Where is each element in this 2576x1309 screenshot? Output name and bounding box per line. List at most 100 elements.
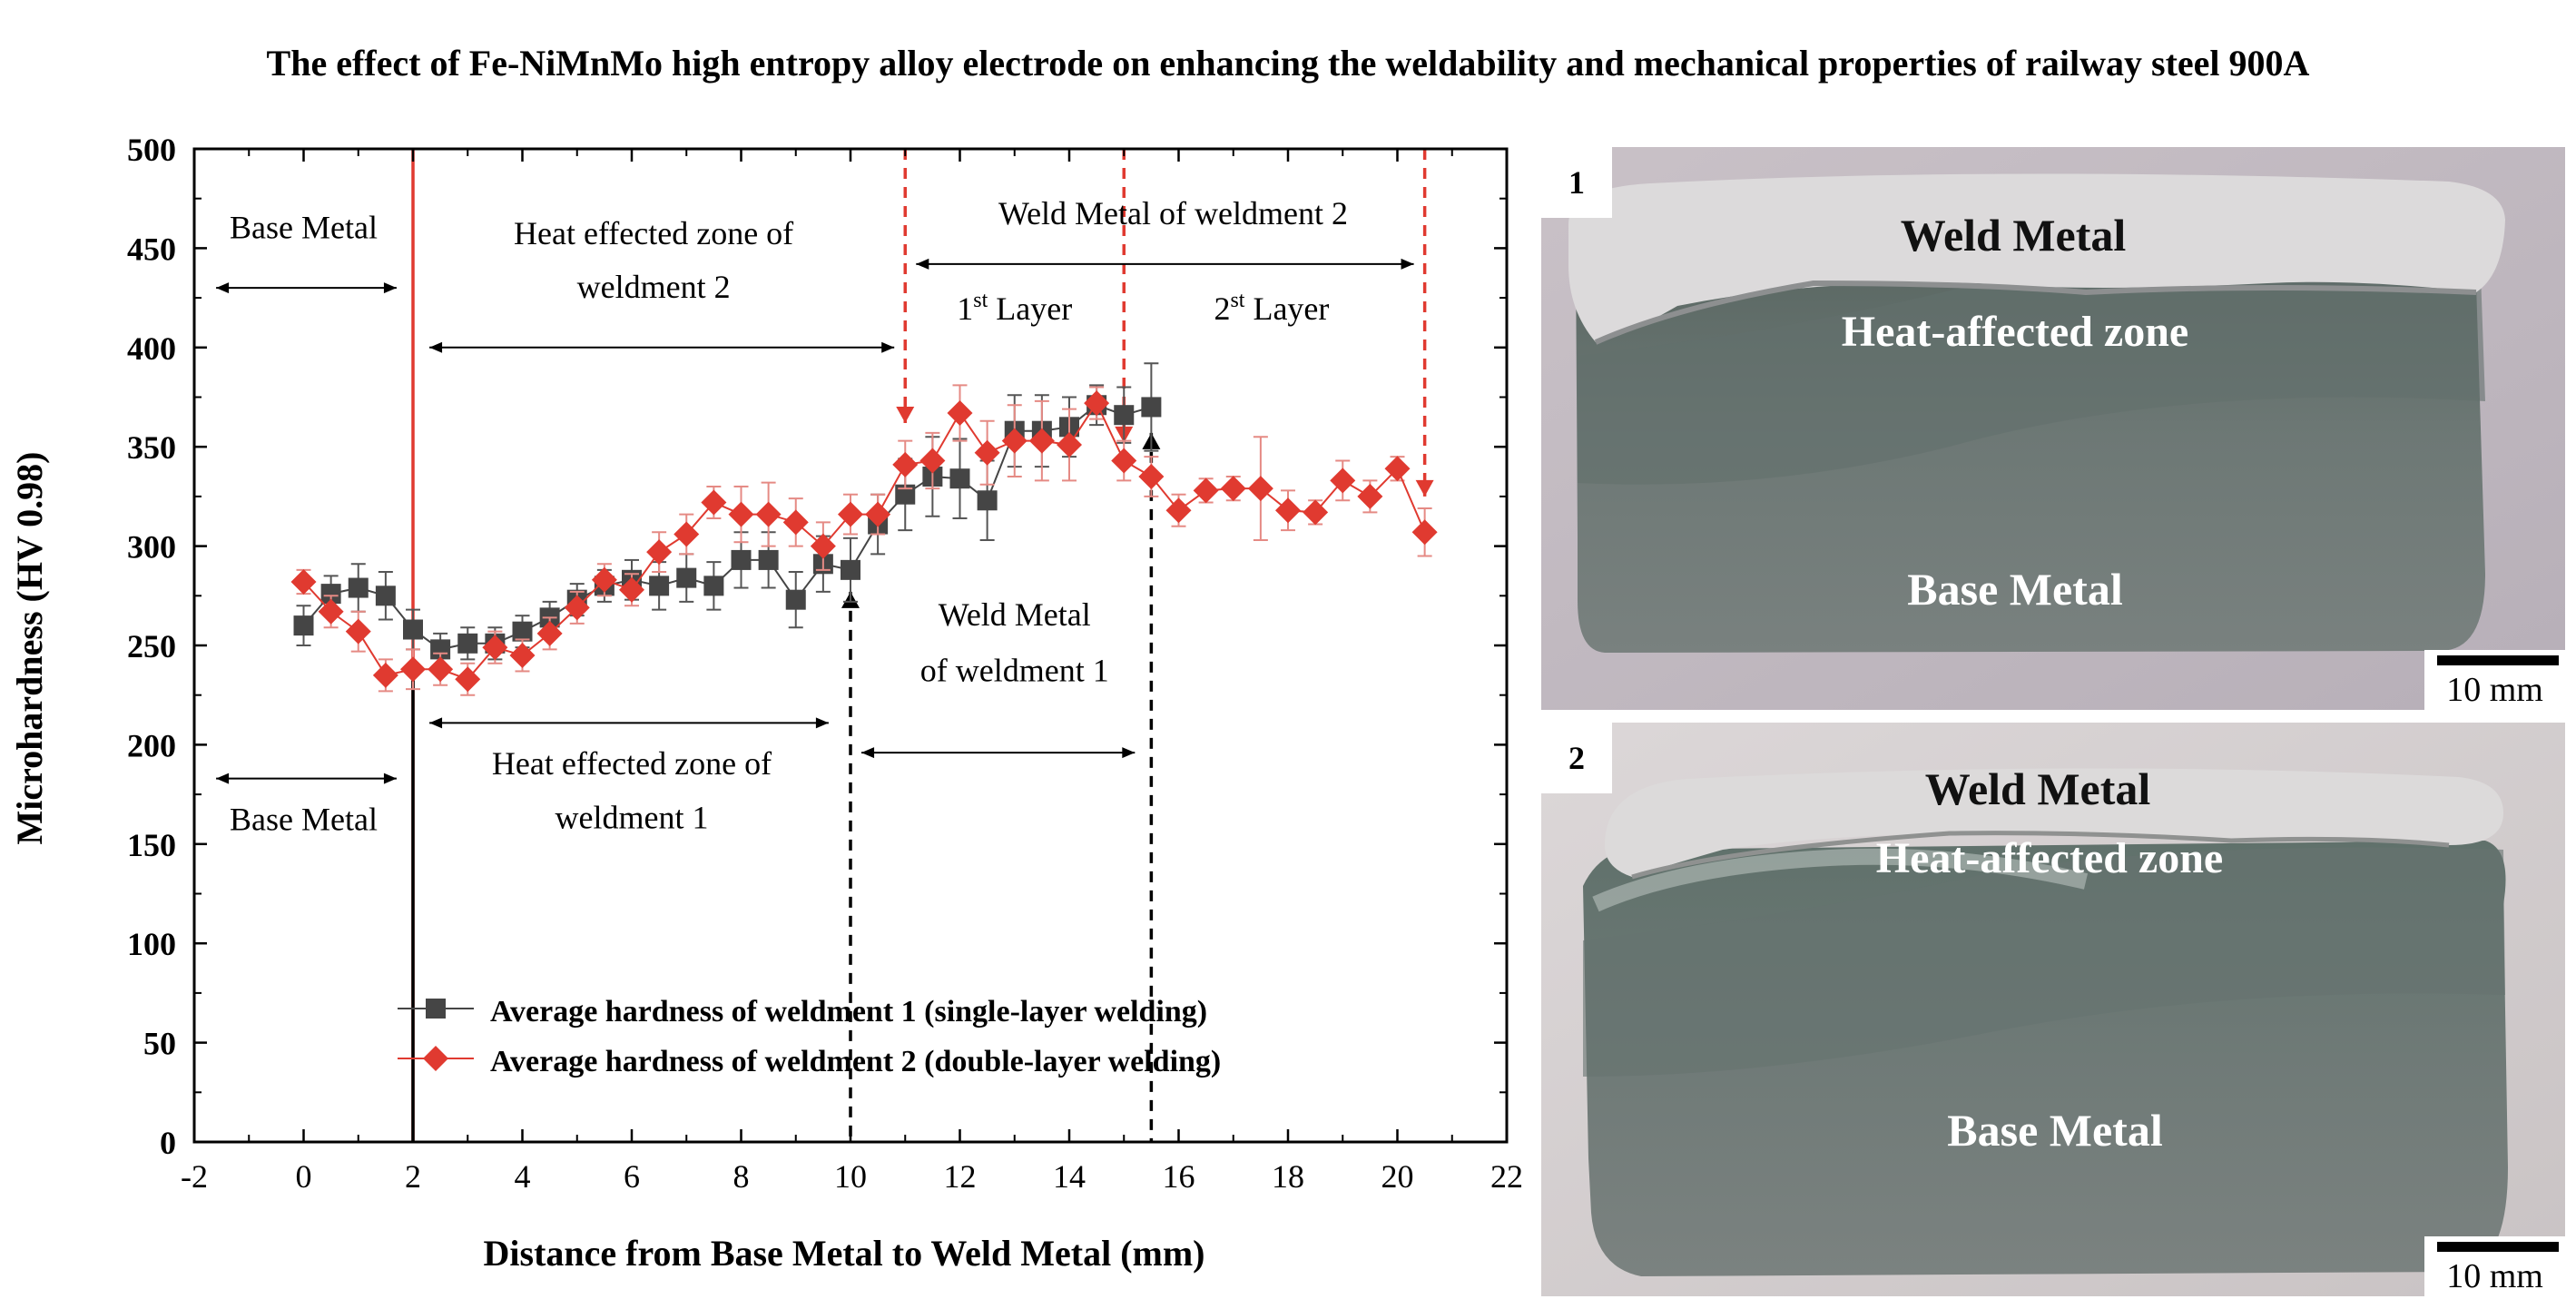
zone-annotation: of weldment 1: [920, 652, 1109, 688]
photo-1-weld-metal-label: Weld Metal: [1900, 210, 2127, 261]
y-tick-label: 0: [160, 1125, 176, 1161]
zone-span-arrowhead: [916, 258, 929, 270]
weld-macro-image-1: [1541, 147, 2565, 710]
data-point-square: [703, 576, 724, 596]
y-tick-label: 350: [127, 429, 176, 466]
data-point-diamond: [372, 662, 398, 688]
x-tick-label: 8: [733, 1158, 750, 1195]
zone-span-arrowhead: [861, 747, 875, 759]
data-point-square: [977, 490, 998, 511]
legend-marker-weldment-2: [423, 1046, 448, 1071]
scale-bar-text-1: 10 mm: [2446, 671, 2543, 709]
data-point-diamond: [1384, 456, 1411, 482]
data-point-square: [293, 615, 314, 636]
zone-span-arrowhead: [1401, 258, 1414, 270]
photo-1-haz-label: Heat-affected zone: [1841, 308, 2189, 356]
photo-2-haz-label: Heat-affected zone: [1875, 834, 2224, 882]
scale-bar-line-1: [2437, 655, 2559, 665]
scale-bar-text-2: 10 mm: [2446, 1257, 2543, 1295]
figure-title: The effect of Fe-NiMnMo high entropy all…: [266, 43, 2310, 84]
x-tick-label: -2: [181, 1158, 208, 1195]
data-point-diamond: [1028, 428, 1055, 454]
y-tick-label: 150: [127, 827, 176, 863]
weld-macro-image-2: [1541, 723, 2565, 1296]
x-tick-label: 20: [1381, 1158, 1414, 1195]
data-point-diamond: [591, 566, 617, 593]
x-tick-label: 14: [1053, 1158, 1086, 1195]
data-point-diamond: [318, 598, 344, 625]
data-point-diamond: [509, 642, 536, 668]
zone-annotation: Weld Metal of weldment 2: [998, 195, 1348, 231]
data-point-diamond: [892, 451, 919, 477]
data-point-diamond: [564, 595, 590, 621]
data-point-square: [785, 589, 806, 610]
y-tick-label: 300: [127, 529, 176, 566]
data-point-diamond: [755, 501, 782, 527]
legend-label-weldment-1: Average hardness of weldment 1 (single-l…: [490, 995, 1207, 1028]
data-point-diamond: [536, 620, 563, 646]
data-point-square: [1141, 397, 1162, 418]
data-point-square: [758, 549, 779, 570]
data-point-diamond: [1001, 428, 1027, 454]
zone-span-arrowhead: [216, 282, 230, 294]
macro-photo-2: 2 Weld Metal Heat-affected zone Base Met…: [1541, 723, 2565, 1296]
data-point-diamond: [619, 576, 644, 603]
x-tick-label: 6: [624, 1158, 640, 1195]
zone-span-arrowhead: [1122, 747, 1136, 759]
data-point-diamond: [919, 448, 946, 474]
x-axis-label: Distance from Base Metal to Weld Metal (…: [484, 1233, 1205, 1274]
photo-2-weld-metal-label: Weld Metal: [1924, 763, 2151, 814]
data-point-diamond: [400, 656, 426, 683]
data-point-square: [512, 621, 533, 642]
zone-annotation: Heat effected zone of: [514, 215, 793, 251]
zone-annotation: 1st Layer: [957, 289, 1072, 327]
zone-span-arrowhead: [429, 717, 443, 729]
data-point-diamond: [1165, 497, 1192, 524]
zone-span-arrowhead: [216, 773, 230, 784]
data-point-square: [841, 559, 860, 580]
y-tick-label: 500: [127, 132, 176, 168]
data-point-square: [457, 633, 478, 654]
data-point-diamond: [1193, 477, 1219, 504]
y-tick-label: 100: [127, 926, 176, 962]
data-point-diamond: [646, 539, 673, 566]
y-tick-label: 250: [127, 628, 176, 664]
data-point-square: [348, 577, 369, 598]
zone-annotation: weldment 1: [556, 799, 709, 835]
y-axis-label: Microhardness (HV 0.98): [9, 452, 50, 845]
data-point-square: [649, 576, 670, 596]
x-tick-label: 16: [1163, 1158, 1195, 1195]
y-tick-label: 50: [143, 1026, 176, 1062]
photo-number-1: 1: [1541, 147, 1612, 218]
zone-annotation: weldment 2: [577, 269, 731, 305]
data-point-square: [403, 619, 423, 640]
data-point-diamond: [1330, 468, 1356, 494]
data-point-square: [1114, 405, 1135, 426]
data-point-diamond: [1084, 390, 1110, 417]
data-point-square: [949, 468, 970, 489]
zone-span-arrowhead: [429, 341, 443, 353]
photo-2-base-metal-label: Base Metal: [1947, 1105, 2163, 1156]
data-point-diamond: [482, 635, 508, 661]
data-point-diamond: [1057, 432, 1082, 458]
data-point-square: [375, 586, 396, 606]
zone-span-arrowhead: [383, 282, 397, 294]
series-2: [290, 384, 1438, 696]
data-point-diamond: [428, 656, 454, 683]
data-point-diamond: [1411, 519, 1438, 546]
legend-label-weldment-2: Average hardness of weldment 2 (double-l…: [490, 1045, 1221, 1078]
zone-annotation: Base Metal: [230, 209, 378, 245]
zone-annotation: Weld Metal: [939, 596, 1091, 633]
x-tick-label: 18: [1272, 1158, 1304, 1195]
zone-span-arrowhead: [881, 341, 895, 353]
zone-annotation: Heat effected zone of: [492, 745, 772, 782]
data-point-diamond: [782, 509, 809, 536]
data-point-diamond: [1275, 497, 1301, 524]
y-tick-label: 400: [127, 330, 176, 367]
data-point-diamond: [810, 533, 836, 559]
data-point-diamond: [838, 501, 863, 527]
boundary-arrowhead: [1415, 479, 1434, 497]
x-tick-label: 0: [296, 1158, 312, 1195]
data-point-diamond: [728, 501, 754, 527]
data-point-diamond: [455, 666, 481, 693]
